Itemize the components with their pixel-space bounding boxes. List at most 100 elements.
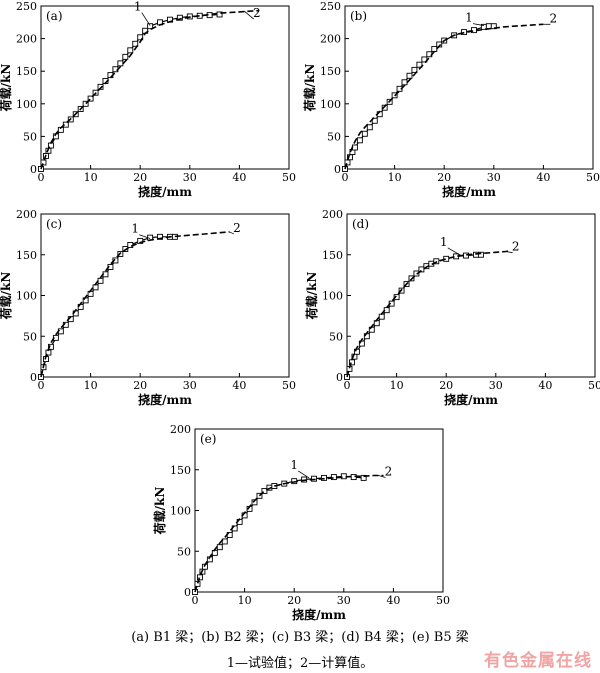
series-marker-test: [82, 100, 89, 107]
annotation-label: 2: [512, 240, 520, 254]
x-tick-label: 40: [232, 171, 246, 184]
annotation-leader: [505, 251, 513, 254]
chart-panel-e: 0 10 20 30 40 50 0 50 100 150 200 挠度/mm 荷载/kN (e) 1 2: [152, 423, 450, 622]
series-marker-test: [416, 61, 423, 68]
series-marker-test: [411, 66, 418, 73]
series-marker-test: [490, 23, 497, 30]
series-marker-test: [176, 14, 183, 21]
annotation-leader: [447, 247, 462, 256]
annotation-leader: [472, 23, 484, 26]
y-tick-label: 100: [322, 290, 343, 303]
x-tick-label: 10: [84, 171, 98, 184]
series-marker-test: [122, 53, 129, 60]
y-tick-label: 100: [320, 98, 341, 111]
x-tick-label: 10: [390, 379, 404, 392]
x-tick-label: 50: [436, 594, 450, 607]
series-marker-test: [216, 544, 223, 551]
series-line-test: [194, 475, 364, 593]
x-tick-label: 0: [38, 171, 45, 184]
y-tick-label: 50: [177, 545, 191, 558]
y-axis-label: 荷载/kN: [152, 487, 167, 536]
series-marker-test: [157, 233, 163, 240]
series-marker-test: [349, 359, 355, 366]
y-tick-label: 50: [23, 130, 37, 143]
series-line-calculated: [346, 249, 511, 378]
y-tick-label: 150: [16, 249, 37, 262]
x-tick-label: 40: [232, 379, 246, 392]
series-marker-test: [371, 117, 378, 124]
annotation-label: 2: [549, 11, 557, 25]
series-marker-test: [406, 72, 413, 79]
plot-frame: [194, 428, 444, 593]
y-tick-label: 50: [23, 330, 37, 343]
y-tick-label: 200: [16, 208, 37, 221]
panel-label: (e): [200, 432, 216, 446]
series-line-calculated: [194, 474, 384, 593]
series-marker-test: [330, 474, 337, 481]
y-tick-label: 100: [16, 98, 37, 111]
y-tick-label: 0: [336, 371, 343, 384]
chart-panel-a: 0 10 20 30 40 50 0 50 100 150 200 250 挠度/mm 荷载/kN (a) 1…: [0, 0, 296, 199]
series-marker-test: [47, 343, 54, 350]
y-axis-label: 荷载/kN: [304, 272, 319, 321]
series-line-calculated: [40, 9, 260, 170]
y-tick-label: 150: [322, 249, 343, 262]
series-marker-test: [261, 487, 268, 494]
x-tick-label: 30: [489, 379, 503, 392]
x-tick-label: 10: [238, 594, 252, 607]
figure-caption-legend: 1—试验值；2—计算值。: [226, 656, 374, 671]
series-marker-test: [366, 124, 373, 131]
series-marker-test: [216, 11, 223, 18]
annotation-label: 2: [233, 221, 241, 235]
series-line-calculated: [40, 231, 230, 378]
series-marker-test: [401, 79, 408, 86]
x-tick-label: 0: [344, 379, 351, 392]
x-tick-label: 50: [282, 171, 296, 184]
annotation-label: 1: [440, 235, 448, 249]
series-marker-test: [381, 104, 388, 111]
y-tick-label: 0: [184, 586, 191, 599]
y-tick-label: 200: [320, 33, 341, 46]
series-marker-test: [463, 252, 469, 259]
series-marker-test: [127, 47, 134, 54]
x-tick-label: 10: [388, 171, 402, 184]
annotation-leader: [229, 231, 235, 235]
x-axis-label: 挠度/mm: [138, 184, 192, 199]
watermark-logo: 有色金属在线: [484, 651, 592, 671]
series-line-calculated: [344, 23, 544, 170]
series-marker-test: [197, 574, 203, 581]
y-tick-label: 50: [329, 330, 343, 343]
x-tick-label: 40: [538, 379, 552, 392]
series-marker-test: [360, 474, 367, 481]
x-tick-label: 30: [337, 594, 351, 607]
annotation-leader: [297, 470, 310, 479]
y-axis-label: 荷载/kN: [0, 272, 13, 321]
x-tick-label: 0: [192, 594, 199, 607]
panel-label: (d): [352, 217, 369, 231]
annotation-leader: [244, 10, 255, 20]
y-tick-label: 150: [320, 65, 341, 78]
y-tick-label: 250: [320, 0, 341, 13]
x-tick-label: 20: [437, 171, 451, 184]
chart-panel-d: 0 10 20 30 40 50 0 50 100 150 200 挠度/mm 荷载/kN (d) 1 2: [304, 208, 600, 407]
series-marker-test: [356, 137, 363, 144]
y-tick-label: 200: [16, 33, 37, 46]
x-tick-label: 50: [588, 379, 600, 392]
x-axis-label: 挠度/mm: [292, 607, 346, 622]
x-axis-label: 挠度/mm: [138, 392, 192, 407]
annotation-label: 2: [253, 6, 261, 20]
plot-frame: [40, 5, 290, 170]
x-tick-label: 40: [536, 171, 550, 184]
y-tick-label: 0: [334, 163, 341, 176]
series-marker-test: [418, 266, 425, 273]
y-tick-label: 100: [170, 505, 191, 518]
plot-frame: [344, 5, 594, 170]
plot-frame: [40, 213, 290, 378]
series-marker-test: [393, 294, 400, 301]
chart-panel-b: 0 10 20 30 40 50 0 50 100 150 200 250 挠度/mm 荷载/kN (b) 1…: [302, 0, 600, 199]
annotation-label: 1: [134, 0, 142, 14]
y-tick-label: 150: [170, 464, 191, 477]
series-marker-test: [211, 549, 218, 556]
x-tick-label: 10: [84, 379, 98, 392]
